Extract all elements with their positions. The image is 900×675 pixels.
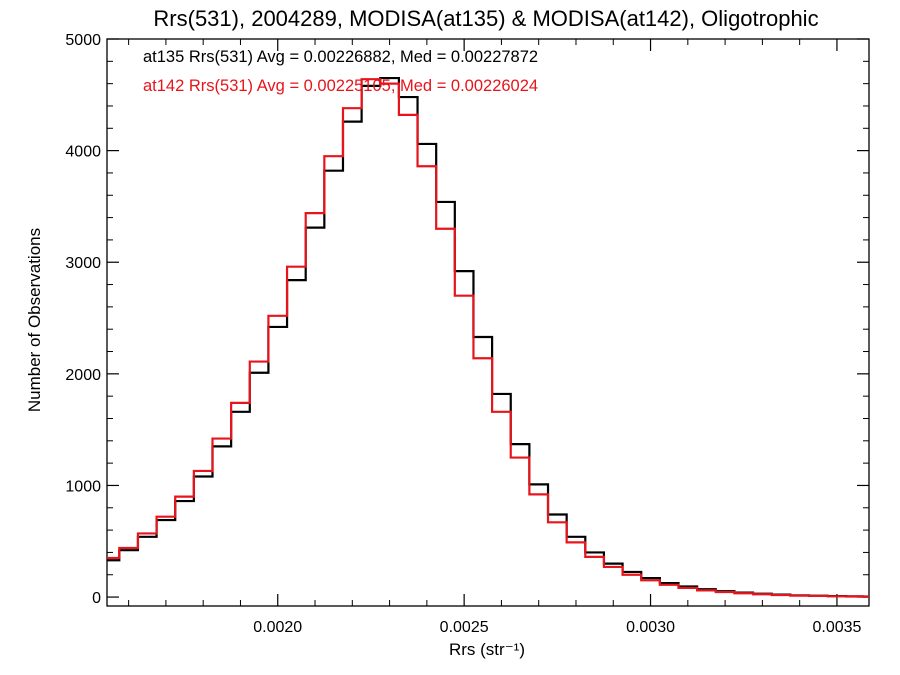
plot-border xyxy=(106,38,870,607)
x-tick-label: 0.0035 xyxy=(812,619,861,636)
plot-frame xyxy=(106,38,870,607)
series-layer xyxy=(107,76,869,598)
legend-entry-at135: at135 Rrs(531) Avg = 0.00226882, Med = 0… xyxy=(143,48,538,66)
x-axis-ticks: 0.0020 0.0025 0.0030 0.0035 xyxy=(128,39,862,636)
y-axis-label: Number of Observations xyxy=(25,228,44,412)
y-axis-ticks: 0 1000 2000 3000 4000 5000 xyxy=(65,32,869,607)
x-tick-label: 0.0030 xyxy=(626,619,675,636)
chart-title: Rrs(531), 2004289, MODISA(at135) & MODIS… xyxy=(153,6,818,31)
x-tick-label: 0.0025 xyxy=(440,619,489,636)
y-tick-label: 5000 xyxy=(65,32,101,49)
legend: at135 Rrs(531) Avg = 0.00226882, Med = 0… xyxy=(143,48,538,95)
legend-entry-at142: at142 Rrs(531) Avg = 0.00225105, Med = 0… xyxy=(143,77,538,95)
x-tick-label: 0.0020 xyxy=(253,619,302,636)
series-line-at135 xyxy=(107,76,869,598)
x-axis-label: Rrs (str⁻¹) xyxy=(449,640,525,659)
y-tick-label: 1000 xyxy=(65,478,101,495)
y-tick-label: 4000 xyxy=(65,144,101,161)
y-tick-label: 0 xyxy=(92,590,101,607)
series-line-at142 xyxy=(107,78,869,598)
y-tick-label: 3000 xyxy=(65,255,101,272)
y-tick-label: 2000 xyxy=(65,367,101,384)
